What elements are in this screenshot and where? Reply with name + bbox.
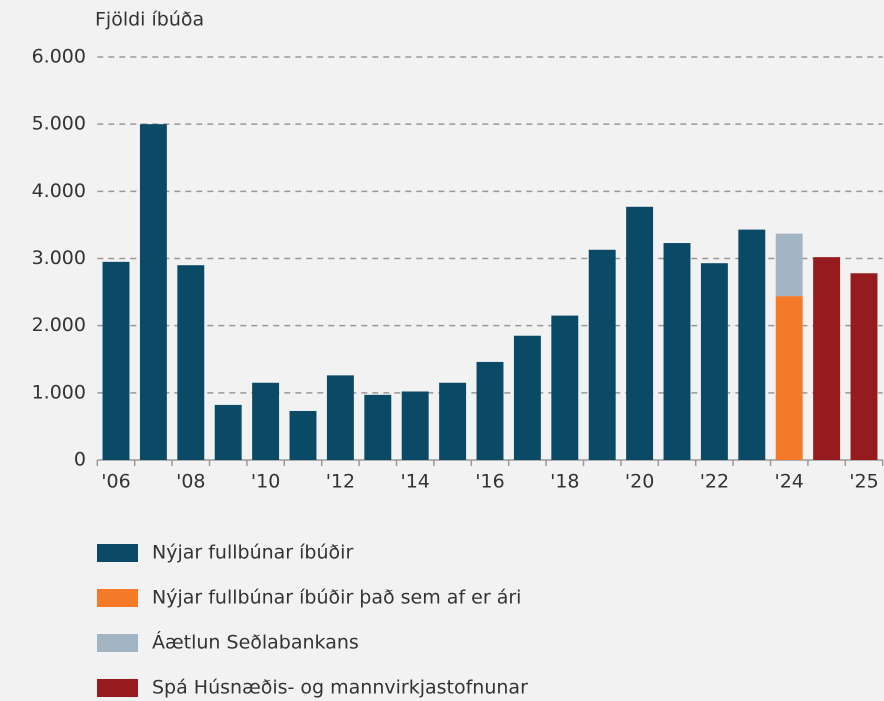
bar: [139, 124, 167, 461]
y-tick-label: 4.000: [32, 180, 86, 202]
bar: [588, 249, 616, 460]
legend-label: Spá Húsnæðis- og mannvirkjastofnunar: [152, 677, 528, 699]
bar: [476, 361, 504, 460]
y-axis-label: Fjöldi íbúða: [95, 9, 204, 31]
y-tick-label: 1.000: [32, 381, 86, 403]
bar: [214, 404, 242, 460]
x-tick-label: '16: [475, 471, 504, 493]
bar: [289, 410, 317, 460]
x-tick-label: '08: [176, 471, 205, 493]
bar: [700, 263, 728, 460]
x-tick-label: '24: [774, 471, 803, 493]
x-tick-label: '14: [400, 471, 429, 493]
y-tick-label: 0: [74, 449, 86, 471]
bar: [364, 394, 392, 460]
bar: [663, 243, 691, 460]
legend-swatch: [97, 679, 138, 697]
x-tick-label: '22: [700, 471, 729, 493]
x-tick-label: '25: [849, 471, 878, 493]
legend-swatch: [97, 544, 138, 562]
legend-swatch: [97, 589, 138, 607]
bar: [626, 206, 654, 460]
bar: [401, 391, 429, 460]
bar: [513, 335, 541, 460]
x-tick-label: '10: [251, 471, 280, 493]
bar: [850, 273, 878, 460]
bar: [551, 315, 579, 460]
legend-label: Nýjar fullbúnar íbúðir það sem af er ári: [152, 587, 521, 609]
bar: [102, 261, 130, 460]
y-tick-label: 2.000: [32, 314, 86, 336]
legend-label: Nýjar fullbúnar íbúðir: [152, 542, 353, 564]
bar: [326, 375, 354, 460]
legend-label: Áætlun Seðlabankans: [152, 631, 359, 654]
bar: [738, 229, 766, 460]
x-tick-label: '20: [625, 471, 654, 493]
bar: [177, 265, 205, 460]
bar: [439, 382, 467, 460]
legend-swatch: [97, 634, 138, 652]
y-tick-label: 3.000: [32, 247, 86, 269]
x-tick-label: '06: [101, 471, 130, 493]
x-tick-label: '18: [550, 471, 579, 493]
bar: [775, 296, 803, 460]
bar: [252, 382, 280, 460]
bar: [775, 233, 803, 297]
x-tick-label: '12: [326, 471, 355, 493]
bar: [813, 257, 841, 460]
y-tick-label: 6.000: [32, 46, 86, 68]
y-tick-label: 5.000: [32, 113, 86, 135]
